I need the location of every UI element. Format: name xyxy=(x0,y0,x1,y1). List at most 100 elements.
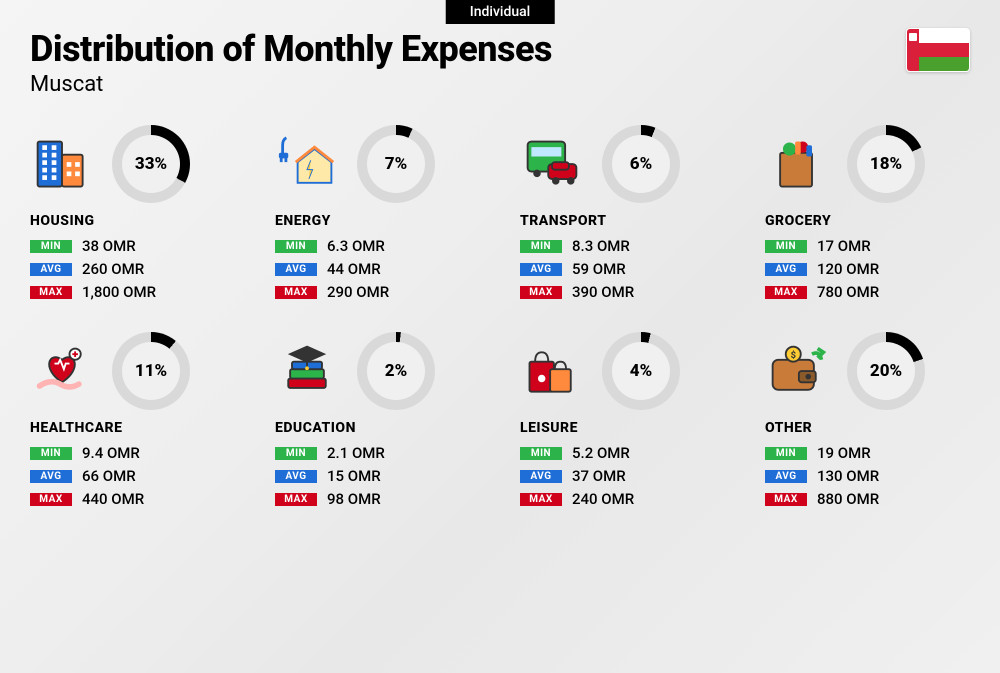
percent-value: 6% xyxy=(612,135,670,193)
max-badge: MAX xyxy=(765,493,807,506)
percent-donut: 18% xyxy=(847,125,925,203)
flag-oman-icon xyxy=(906,28,970,72)
stat-max: MAX 290 OMR xyxy=(275,283,480,301)
categories-grid: 33% HOUSING MIN 38 OMR AVG 260 OMR MAX 1… xyxy=(30,125,970,513)
percent-value: 11% xyxy=(122,342,180,400)
stat-avg: AVG 59 OMR xyxy=(520,260,725,278)
min-badge: MIN xyxy=(275,447,317,460)
flag-mid-stripe xyxy=(919,43,969,57)
min-badge: MIN xyxy=(520,240,562,253)
stat-min: MIN 6.3 OMR xyxy=(275,237,480,255)
max-value: 440 OMR xyxy=(82,490,144,508)
wallet-arrow-icon: $ xyxy=(765,339,829,403)
min-value: 5.2 OMR xyxy=(572,444,630,462)
percent-value: 4% xyxy=(612,342,670,400)
max-badge: MAX xyxy=(275,286,317,299)
min-value: 38 OMR xyxy=(82,237,136,255)
flag-emblem-icon xyxy=(909,33,917,41)
avg-badge: AVG xyxy=(520,263,562,276)
stat-avg: AVG 260 OMR xyxy=(30,260,235,278)
min-value: 6.3 OMR xyxy=(327,237,385,255)
avg-value: 15 OMR xyxy=(327,467,381,485)
stat-avg: AVG 120 OMR xyxy=(765,260,970,278)
min-value: 9.4 OMR xyxy=(82,444,140,462)
top-tab: Individual xyxy=(446,0,555,24)
min-value: 19 OMR xyxy=(817,444,871,462)
avg-value: 120 OMR xyxy=(817,260,879,278)
grocery-bag-icon xyxy=(765,132,829,196)
stat-avg: AVG 37 OMR xyxy=(520,467,725,485)
category-card-education: 2% EDUCATION MIN 2.1 OMR AVG 15 OMR MAX … xyxy=(275,332,480,513)
flag-bot-stripe xyxy=(919,57,969,71)
min-badge: MIN xyxy=(30,240,72,253)
avg-badge: AVG xyxy=(30,470,72,483)
stat-min: MIN 9.4 OMR xyxy=(30,444,235,462)
max-badge: MAX xyxy=(30,286,72,299)
min-badge: MIN xyxy=(520,447,562,460)
stat-max: MAX 1,800 OMR xyxy=(30,283,235,301)
svg-text:$: $ xyxy=(791,350,796,361)
category-card-energy: 7% ENERGY MIN 6.3 OMR AVG 44 OMR MAX 290… xyxy=(275,125,480,306)
percent-donut: 7% xyxy=(357,125,435,203)
min-badge: MIN xyxy=(30,447,72,460)
stat-max: MAX 880 OMR xyxy=(765,490,970,508)
category-name: OTHER xyxy=(765,420,970,436)
avg-value: 37 OMR xyxy=(572,467,626,485)
percent-value: 33% xyxy=(122,135,180,193)
min-badge: MIN xyxy=(765,447,807,460)
page-subtitle: Muscat xyxy=(30,72,552,97)
avg-badge: AVG xyxy=(765,263,807,276)
flag-top-stripe xyxy=(919,29,969,43)
max-value: 780 OMR xyxy=(817,283,879,301)
percent-donut: 6% xyxy=(602,125,680,203)
stat-max: MAX 240 OMR xyxy=(520,490,725,508)
shopping-bags-icon xyxy=(520,339,584,403)
house-bolt-icon xyxy=(275,132,339,196)
percent-value: 7% xyxy=(367,135,425,193)
avg-badge: AVG xyxy=(520,470,562,483)
category-name: GROCERY xyxy=(765,213,970,229)
percent-donut: 2% xyxy=(357,332,435,410)
stat-min: MIN 5.2 OMR xyxy=(520,444,725,462)
max-badge: MAX xyxy=(765,286,807,299)
category-card-grocery: 18% GROCERY MIN 17 OMR AVG 120 OMR MAX 7… xyxy=(765,125,970,306)
stat-avg: AVG 66 OMR xyxy=(30,467,235,485)
max-value: 1,800 OMR xyxy=(82,283,156,301)
header: Distribution of Monthly Expenses Muscat xyxy=(30,28,970,97)
avg-badge: AVG xyxy=(275,263,317,276)
stat-avg: AVG 44 OMR xyxy=(275,260,480,278)
stat-min: MIN 8.3 OMR xyxy=(520,237,725,255)
avg-value: 59 OMR xyxy=(572,260,626,278)
stat-avg: AVG 15 OMR xyxy=(275,467,480,485)
stat-max: MAX 390 OMR xyxy=(520,283,725,301)
category-name: ENERGY xyxy=(275,213,480,229)
percent-value: 20% xyxy=(857,342,915,400)
category-name: LEISURE xyxy=(520,420,725,436)
stat-max: MAX 440 OMR xyxy=(30,490,235,508)
category-card-other: $ 20% OTHER MIN 19 OMR AVG 130 OMR MAX 8… xyxy=(765,332,970,513)
stat-avg: AVG 130 OMR xyxy=(765,467,970,485)
category-card-housing: 33% HOUSING MIN 38 OMR AVG 260 OMR MAX 1… xyxy=(30,125,235,306)
min-badge: MIN xyxy=(765,240,807,253)
max-value: 390 OMR xyxy=(572,283,634,301)
min-value: 8.3 OMR xyxy=(572,237,630,255)
percent-donut: 4% xyxy=(602,332,680,410)
avg-badge: AVG xyxy=(765,470,807,483)
percent-value: 18% xyxy=(857,135,915,193)
stat-min: MIN 19 OMR xyxy=(765,444,970,462)
max-badge: MAX xyxy=(275,493,317,506)
bus-car-icon xyxy=(520,132,584,196)
avg-badge: AVG xyxy=(30,263,72,276)
books-cap-icon xyxy=(275,339,339,403)
category-name: EDUCATION xyxy=(275,420,480,436)
avg-badge: AVG xyxy=(275,470,317,483)
percent-donut: 20% xyxy=(847,332,925,410)
percent-donut: 33% xyxy=(112,125,190,203)
max-value: 290 OMR xyxy=(327,283,389,301)
min-badge: MIN xyxy=(275,240,317,253)
avg-value: 44 OMR xyxy=(327,260,381,278)
page-title: Distribution of Monthly Expenses xyxy=(30,28,552,70)
stat-max: MAX 98 OMR xyxy=(275,490,480,508)
avg-value: 130 OMR xyxy=(817,467,879,485)
max-value: 98 OMR xyxy=(327,490,381,508)
